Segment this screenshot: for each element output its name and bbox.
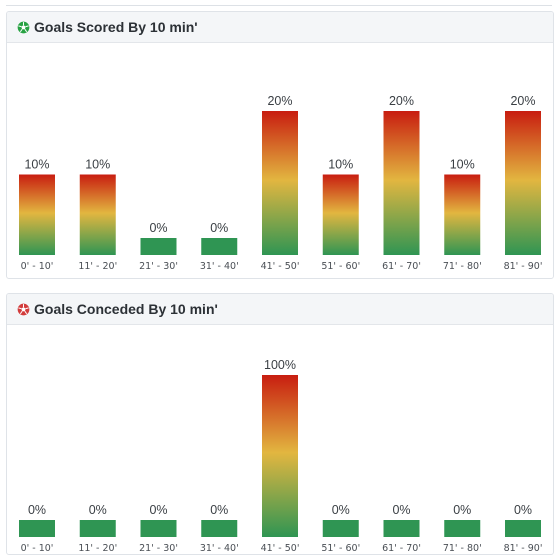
- conceded-category-label-7: 71' - 80': [443, 543, 482, 553]
- scored-bar-6: [383, 111, 420, 255]
- scored-value-label-7: 10%: [450, 158, 475, 172]
- scored-value-label-8: 20%: [510, 94, 535, 108]
- goals-scored-panel: Goals Scored By 10 min' 10% 0' - 10' 10% 11…: [6, 11, 554, 279]
- conceded-bar-0: [19, 520, 55, 537]
- scored-category-label-4: 41' - 50': [261, 261, 300, 272]
- scored-bar-1: [79, 174, 116, 255]
- conceded-value-label-7: 0%: [453, 503, 471, 517]
- scored-category-label-1: 11' - 20': [78, 261, 117, 272]
- goals-scored-title: Goals Scored By 10 min': [34, 19, 198, 35]
- goals-conceded-title: Goals Conceded By 10 min': [34, 301, 218, 317]
- scored-bar-2: [140, 238, 177, 255]
- conceded-bar-7: [444, 520, 481, 537]
- scored-category-label-6: 61' - 70': [382, 261, 421, 272]
- conceded-value-label-2: 0%: [149, 503, 167, 517]
- conceded-bar-6: [383, 520, 420, 537]
- scored-category-label-8: 81' - 90': [504, 261, 543, 272]
- scored-value-label-4: 20%: [267, 94, 292, 108]
- scored-value-label-2: 0%: [149, 221, 167, 235]
- conceded-bar-1: [79, 520, 116, 537]
- conceded-category-label-2: 21' - 30': [139, 543, 178, 553]
- goals-scored-chart: 10% 0' - 10' 10% 11' - 20' 0% 21' - 30' 0% 31' …: [19, 94, 543, 272]
- goals-conceded-header: Goals Conceded By 10 min': [7, 294, 553, 325]
- conceded-value-label-3: 0%: [210, 503, 228, 517]
- conceded-bar-5: [322, 520, 359, 537]
- scored-category-label-2: 21' - 30': [139, 261, 178, 272]
- conceded-bar-2: [140, 520, 177, 537]
- scored-value-label-5: 10%: [328, 158, 353, 172]
- scored-value-label-0: 10%: [24, 158, 49, 172]
- conceded-category-label-1: 11' - 20': [78, 543, 117, 553]
- soccer-ball-red-icon: [17, 303, 30, 315]
- conceded-value-label-6: 0%: [392, 503, 410, 517]
- scored-category-label-5: 51' - 60': [321, 261, 360, 272]
- conceded-value-label-8: 0%: [514, 503, 532, 517]
- scored-value-label-1: 10%: [85, 158, 110, 172]
- soccer-ball-green-icon: [17, 21, 30, 33]
- conceded-category-label-8: 81' - 90': [504, 543, 543, 553]
- goals-conceded-chart: 0% 0' - 10' 0% 11' - 20' 0% 21' - 30' 0% 31' - …: [19, 358, 543, 553]
- conceded-bar-3: [201, 520, 238, 537]
- conceded-category-label-6: 61' - 70': [382, 543, 421, 553]
- scored-bar-4: [262, 111, 298, 255]
- conceded-category-label-0: 0' - 10': [21, 543, 54, 553]
- scored-value-label-6: 20%: [389, 94, 414, 108]
- previous-panel-edge: [6, 0, 552, 6]
- conceded-category-label-3: 31' - 40': [200, 543, 239, 553]
- conceded-category-label-4: 41' - 50': [261, 543, 300, 553]
- conceded-value-label-0: 0%: [28, 503, 46, 517]
- scored-category-label-3: 31' - 40': [200, 261, 239, 272]
- scored-category-label-7: 71' - 80': [443, 261, 482, 272]
- scored-bar-0: [19, 174, 55, 255]
- goals-scored-header: Goals Scored By 10 min': [7, 12, 553, 43]
- scored-bar-3: [201, 238, 238, 255]
- scored-value-label-3: 0%: [210, 221, 228, 235]
- scored-bar-7: [444, 174, 481, 255]
- scored-bar-5: [322, 174, 359, 255]
- conceded-value-label-1: 0%: [89, 503, 107, 517]
- conceded-bar-4: [262, 375, 298, 537]
- conceded-value-label-4: 100%: [264, 358, 296, 372]
- goals-conceded-panel: Goals Conceded By 10 min' 0% 0' - 10' 0% 11…: [6, 293, 554, 555]
- scored-category-label-0: 0' - 10': [21, 261, 54, 272]
- conceded-category-label-5: 51' - 60': [321, 543, 360, 553]
- scored-bar-8: [505, 111, 541, 255]
- conceded-value-label-5: 0%: [332, 503, 350, 517]
- conceded-bar-8: [505, 520, 541, 537]
